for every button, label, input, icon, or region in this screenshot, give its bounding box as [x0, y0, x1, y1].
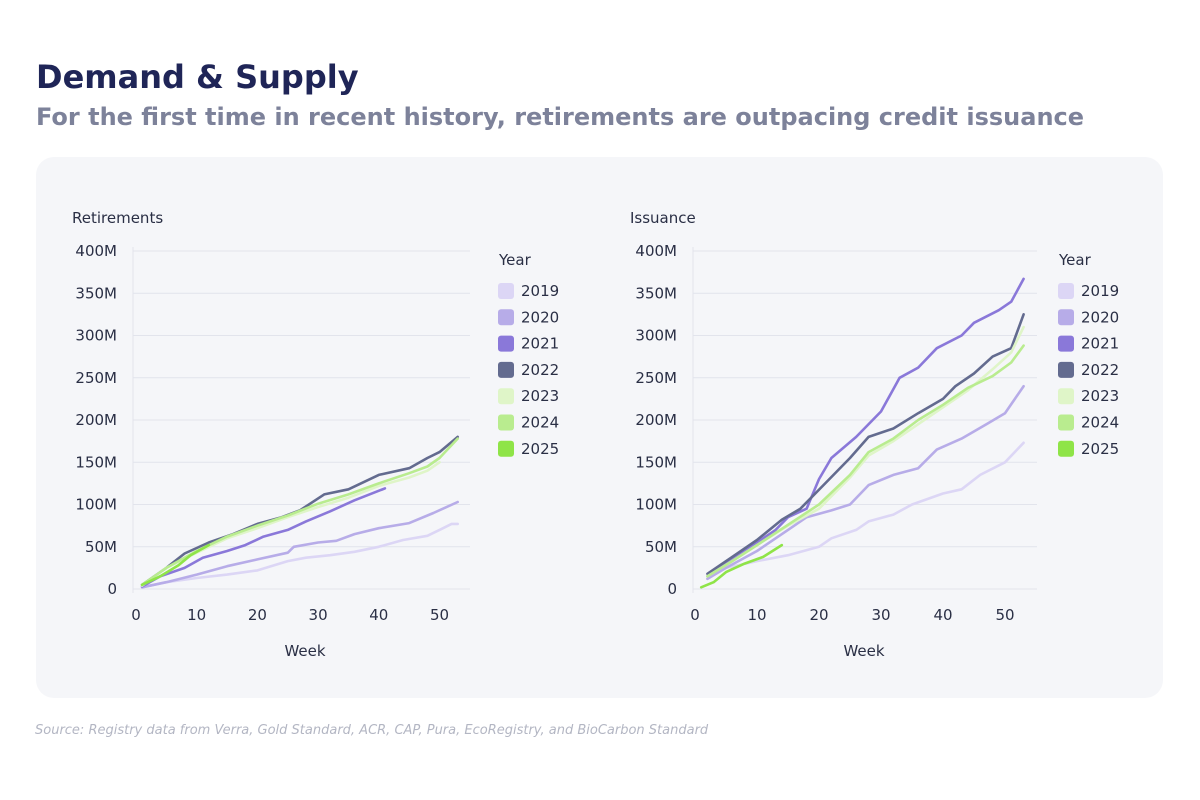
page-subtitle: For the first time in recent history, re… — [36, 103, 1085, 131]
issuance-y-tick-label: 250M — [635, 369, 677, 387]
retirements-x-tick-label: 50 — [430, 606, 449, 624]
issuance-y-tick-label: 50M — [645, 538, 677, 556]
retirements-legend-label-2020: 2020 — [521, 308, 559, 326]
issuance-legend-label-2025: 2025 — [1081, 440, 1119, 458]
issuance-legend-label-2020: 2020 — [1081, 308, 1119, 326]
retirements-y-tick-label: 350M — [75, 284, 117, 302]
retirements-y-tick-label: 50M — [85, 538, 117, 556]
retirements-y-tick-label: 150M — [75, 453, 117, 471]
retirements-series-line-2025 — [140, 543, 211, 587]
retirements-legend-swatch-2025 — [498, 440, 514, 457]
issuance-y-tick-label: 400M — [635, 242, 677, 260]
issuance-legend-swatch-2020 — [1058, 309, 1074, 326]
retirements-y-tick-label: 200M — [75, 411, 117, 429]
issuance-series-line-2021 — [706, 277, 1025, 578]
retirements-series-line-2021 — [140, 487, 387, 588]
issuance-series-line-2025 — [699, 543, 784, 589]
retirements-legend-label-2021: 2021 — [521, 335, 559, 353]
issuance-y-tick-label: 200M — [635, 411, 677, 429]
page-title: Demand & Supply — [36, 58, 359, 96]
issuance-legend-label-2024: 2024 — [1081, 414, 1119, 432]
retirements-x-tick-label: 30 — [309, 606, 328, 624]
issuance-legend-swatch-2023 — [1058, 388, 1074, 405]
retirements-legend-swatch-2020 — [498, 309, 514, 326]
issuance-chart-title: Issuance — [630, 209, 696, 227]
retirements-y-tick-label: 100M — [75, 496, 117, 514]
retirements-series-line-2019 — [140, 522, 460, 589]
retirements-x-axis-label: Week — [284, 642, 325, 660]
retirements-legend-label-2024: 2024 — [521, 414, 559, 432]
issuance-series-line-2024 — [706, 344, 1025, 578]
issuance-x-tick-label: 50 — [995, 606, 1014, 624]
issuance-x-tick-label: 0 — [690, 606, 700, 624]
issuance-y-tick-label: 350M — [635, 284, 677, 302]
retirements-x-tick-label: 40 — [369, 606, 388, 624]
retirements-legend-label-2019: 2019 — [521, 282, 559, 300]
issuance-x-tick-label: 30 — [871, 606, 890, 624]
retirements-series-line-2024 — [140, 437, 460, 587]
retirements-y-tick-label: 400M — [75, 242, 117, 260]
issuance-y-tick-label: 150M — [635, 453, 677, 471]
issuance-legend-label-2023: 2023 — [1081, 387, 1119, 405]
issuance-x-axis-label: Week — [843, 642, 884, 660]
issuance-x-tick-label: 40 — [933, 606, 952, 624]
retirements-y-tick-label: 0 — [107, 580, 117, 598]
retirements-y-tick-label: 300M — [75, 327, 117, 345]
issuance-legend-swatch-2022 — [1058, 361, 1074, 378]
retirements-legend-swatch-2023 — [498, 388, 514, 405]
issuance-legend-title: Year — [1058, 251, 1092, 269]
retirements-legend-label-2022: 2022 — [521, 361, 559, 379]
issuance-x-tick-label: 20 — [809, 606, 828, 624]
issuance-y-tick-label: 0 — [667, 580, 677, 598]
issuance-series-line-2020 — [706, 384, 1025, 581]
issuance-series-line-2019 — [706, 441, 1025, 578]
retirements-legend-swatch-2024 — [498, 414, 514, 431]
retirements-chart-title: Retirements — [72, 209, 163, 227]
chart-panel — [36, 157, 1163, 698]
issuance-legend-label-2021: 2021 — [1081, 335, 1119, 353]
issuance-legend-label-2022: 2022 — [1081, 361, 1119, 379]
issuance-legend-swatch-2024 — [1058, 414, 1074, 431]
retirements-x-tick-label: 0 — [131, 606, 141, 624]
retirements-series-line-2020 — [140, 500, 460, 589]
issuance-x-tick-label: 10 — [747, 606, 766, 624]
retirements-x-tick-label: 20 — [248, 606, 267, 624]
retirements-legend-swatch-2021 — [498, 335, 514, 352]
issuance-legend-swatch-2021 — [1058, 335, 1074, 352]
issuance-y-tick-label: 100M — [635, 496, 677, 514]
retirements-y-tick-label: 250M — [75, 369, 117, 387]
retirements-legend-swatch-2019 — [498, 283, 514, 299]
issuance-legend-swatch-2025 — [1058, 440, 1074, 457]
retirements-legend-label-2025: 2025 — [521, 440, 559, 458]
issuance-series-line-2022 — [706, 313, 1025, 576]
issuance-legend-swatch-2019 — [1058, 283, 1074, 299]
source-note: Source: Registry data from Verra, Gold S… — [35, 723, 709, 738]
issuance-series-line-2023 — [706, 325, 1025, 578]
issuance-y-tick-label: 300M — [635, 327, 677, 345]
retirements-legend-swatch-2022 — [498, 361, 514, 378]
retirements-legend-title: Year — [498, 251, 532, 269]
issuance-legend-label-2019: 2019 — [1081, 282, 1119, 300]
retirements-legend-label-2023: 2023 — [521, 387, 559, 405]
retirements-x-tick-label: 10 — [187, 606, 206, 624]
